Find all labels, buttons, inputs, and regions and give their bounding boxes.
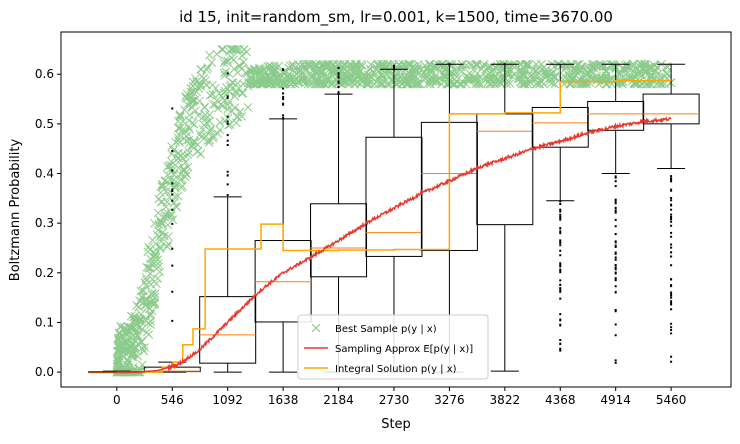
legend-box [297, 314, 489, 380]
boxplot-4914 [587, 63, 645, 364]
legend-item: Best Sample p(y | x) [311, 323, 437, 335]
x-tick-label: 0 [113, 393, 121, 407]
x-tick-label: 3822 [490, 393, 521, 407]
legend-item: Sampling Approx E[p(y | x)] [304, 344, 473, 355]
boxplot-box [642, 93, 700, 125]
y-tick-label: 0.4 [35, 167, 54, 181]
boxplot-4368 [531, 63, 589, 352]
boxplot-1092 [199, 72, 257, 373]
x-tick-label: 1092 [212, 393, 243, 407]
y-tick-label: 0.0 [35, 365, 54, 379]
lines-layer [116, 79, 672, 373]
legend-label: Sampling Approx E[p(y | x)] [335, 344, 473, 355]
boxplot-outliers [226, 72, 229, 197]
boxplot-outliers [392, 64, 395, 71]
x-tick-label: 5460 [656, 393, 687, 407]
legend-label: Best Sample p(y | x) [335, 324, 437, 335]
legend-item: Integral Solution p(y | x) [304, 364, 457, 375]
chart-title: id 15, init=random_sm, lr=0.001, k=1500,… [179, 8, 613, 27]
y-tick-label: 0.2 [35, 266, 54, 280]
boxplot-5460 [642, 63, 700, 363]
x-tick-label: 2184 [323, 393, 354, 407]
x-tick-label: 1638 [268, 393, 299, 407]
sampling-approx-line [116, 116, 672, 373]
boxplot-box [587, 101, 645, 131]
y-tick-label: 0.5 [35, 117, 54, 131]
legend-label: Integral Solution p(y | x) [335, 364, 457, 375]
x-tick-label: 4368 [545, 393, 576, 407]
y-axis-label: Boltzmann Probability [8, 139, 23, 282]
boxplot-outliers [337, 66, 340, 95]
legend: Best Sample p(y | x) Sampling Approx E[p(… [297, 314, 489, 380]
y-tick-label: 0.6 [35, 67, 54, 81]
boxplot-outliers [670, 175, 673, 363]
x-tick-label: 4914 [600, 393, 631, 407]
boxplot-outliers [282, 68, 285, 120]
axes-layer: 0 546 1092 1638 2184 2730 3276 3822 4368 4914 5460… [35, 67, 686, 407]
x-tick-label: 2730 [379, 393, 410, 407]
boxplot-outliers [171, 107, 174, 322]
x-axis-label: Step [381, 417, 411, 432]
y-tick-label: 0.3 [35, 216, 54, 230]
legend-marker [311, 323, 321, 333]
boxplot-box [310, 203, 368, 278]
y-tick-label: 0.1 [35, 315, 54, 329]
boxplot-box [365, 136, 423, 257]
boxplot-outliers [559, 200, 562, 352]
x-tick-label: 3276 [434, 393, 465, 407]
x-tick-label: 546 [161, 393, 184, 407]
boxplot-outliers [614, 175, 617, 364]
boxplot-box [199, 296, 257, 364]
plot-frame [60, 31, 732, 388]
